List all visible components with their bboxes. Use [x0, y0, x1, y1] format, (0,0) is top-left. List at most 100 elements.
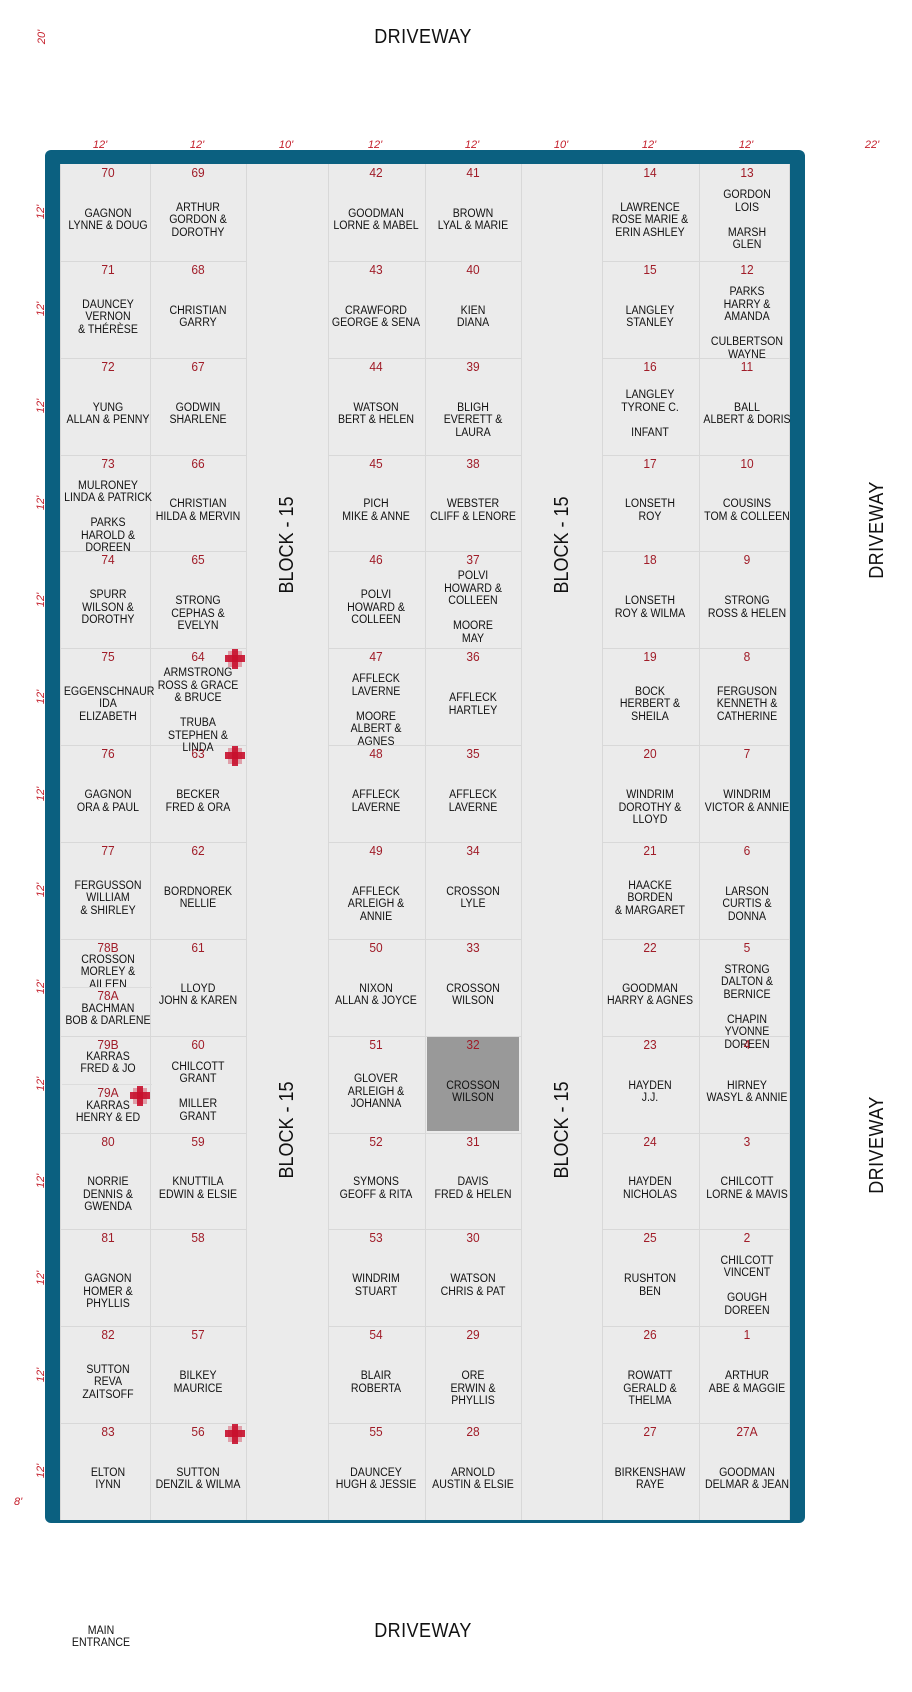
- plot-occupant-names[interactable]: WINDRIM DOROTHY & LLOYD: [618, 789, 682, 827]
- plot-number[interactable]: 44: [369, 358, 383, 374]
- plot-occupant-names[interactable]: WINDRIM VICTOR & ANNIE: [704, 789, 790, 814]
- plot-number[interactable]: 2: [743, 1230, 751, 1246]
- plot-number[interactable]: 61: [191, 939, 205, 955]
- plot-occupant-names[interactable]: BROWN LYAL & MARIE: [437, 207, 509, 233]
- plot-occupant-names[interactable]: EGGENSCHNAUR IDA ELIZABETH: [63, 685, 155, 723]
- plot-occupant-names[interactable]: BLAIR ROBERTA: [350, 1370, 402, 1395]
- plot-occupant-names[interactable]: CROSSON WILSON: [446, 1079, 500, 1105]
- plot-number[interactable]: 72: [101, 358, 115, 374]
- plot-occupant-names[interactable]: PICH MIKE & ANNE: [342, 498, 410, 523]
- plot-number[interactable]: 75: [101, 649, 115, 665]
- plot-number[interactable]: 13: [740, 165, 754, 180]
- plot-occupant-names[interactable]: BLIGH EVERETT & LAURA: [443, 401, 503, 439]
- plot-occupant-names[interactable]: NORRIE DENNIS & GWENDA: [83, 1176, 133, 1214]
- plot-occupant-names[interactable]: ARTHUR ABE & MAGGIE: [708, 1370, 786, 1395]
- plot-occupant-names[interactable]: SUTTON DENZIL & WILMA: [155, 1466, 241, 1492]
- plot-number[interactable]: 55: [369, 1424, 383, 1440]
- plot-number[interactable]: 19: [643, 649, 657, 665]
- plot-occupant-names[interactable]: AFFLECK LAVERNE: [448, 789, 498, 814]
- plot-number[interactable]: 69: [191, 165, 205, 180]
- plot-occupant-names[interactable]: STRONG DALTON & BERNICE CHAPIN YVONNE DO…: [721, 963, 773, 1051]
- plot-occupant-names[interactable]: BALL ALBERT & DORIS: [703, 401, 791, 427]
- plot-number[interactable]: 35: [466, 746, 480, 762]
- plot-occupant-names[interactable]: CHILCOTT GRANT MILLER GRANT: [171, 1060, 225, 1123]
- plot-number[interactable]: 37: [466, 552, 480, 568]
- plot-number[interactable]: 4: [743, 1036, 751, 1052]
- plot-occupant-names[interactable]: ARNOLD AUSTIN & ELSIE: [432, 1466, 514, 1492]
- plot-occupant-names[interactable]: AFFLECK LAVERNE: [351, 789, 401, 814]
- plot-occupant-names[interactable]: NIXON ALLAN & JOYCE: [335, 982, 417, 1008]
- plot-occupant-names[interactable]: DAVIS FRED & HELEN: [434, 1176, 512, 1201]
- plot-occupant-names[interactable]: WATSON BERT & HELEN: [337, 401, 415, 427]
- plot-number[interactable]: 65: [191, 552, 205, 568]
- plot-occupant-names[interactable]: GLOVER ARLEIGH & JOHANNA: [347, 1073, 405, 1111]
- plot-occupant-names[interactable]: GAGNON HOMER & PHYLLIS: [83, 1273, 133, 1311]
- plot-number[interactable]: 38: [466, 455, 480, 471]
- plot-number[interactable]: 58: [191, 1230, 205, 1246]
- plot-occupant-names[interactable]: LANGLEY STANLEY: [625, 304, 675, 330]
- plot-number[interactable]: 79A: [97, 1084, 119, 1100]
- plot-number[interactable]: 31: [466, 1133, 480, 1149]
- plot-number[interactable]: 62: [191, 842, 205, 858]
- plot-number[interactable]: 80: [101, 1133, 115, 1149]
- plot-number[interactable]: 26: [643, 1327, 657, 1343]
- plot-number[interactable]: 53: [369, 1230, 383, 1246]
- plot-number[interactable]: 63: [191, 746, 205, 762]
- plot-number[interactable]: 56: [191, 1424, 205, 1440]
- plot-number[interactable]: 67: [191, 358, 205, 374]
- plot-occupant-names[interactable]: LANGLEY TYRONE C. INFANT: [621, 389, 679, 439]
- plot-occupant-names[interactable]: SPURR WILSON & DOROTHY: [81, 589, 135, 627]
- plot-number[interactable]: 60: [191, 1036, 205, 1052]
- plot-occupant-names[interactable]: GAGNON LYNNE & DOUG: [68, 207, 148, 233]
- plot-occupant-names[interactable]: SUTTON REVA ZAITSOFF: [82, 1363, 134, 1401]
- plot-occupant-names[interactable]: LONSETH ROY: [625, 498, 675, 523]
- plot-number[interactable]: 83: [101, 1424, 115, 1440]
- plot-occupant-names[interactable]: YUNG ALLAN & PENNY: [66, 401, 150, 427]
- plot-occupant-names[interactable]: BOCK HERBERT & SHEILA: [619, 685, 681, 723]
- plot-number[interactable]: 68: [191, 261, 205, 277]
- plot-occupant-names[interactable]: CRAWFORD GEORGE & SENA: [331, 304, 421, 330]
- plot-number[interactable]: 36: [466, 649, 480, 665]
- plot-occupant-names[interactable]: LARSON CURTIS & DONNA: [722, 885, 772, 923]
- plot-occupant-names[interactable]: KIEN DIANA: [456, 304, 490, 330]
- plot-number[interactable]: 49: [369, 842, 383, 858]
- plot-occupant-names[interactable]: LONSETH ROY & WILMA: [614, 595, 686, 620]
- plot-number[interactable]: 22: [643, 939, 657, 955]
- plot-occupant-names[interactable]: ORE ERWIN & PHYLLIS: [450, 1370, 496, 1408]
- plot-occupant-names[interactable]: FERGUSON KENNETH & CATHERINE: [716, 685, 778, 723]
- plot-number[interactable]: 27: [643, 1424, 657, 1440]
- plot-number[interactable]: 21: [643, 842, 657, 858]
- plot-occupant-names[interactable]: ELTON IYNN: [90, 1466, 126, 1492]
- plot-occupant-names[interactable]: LLOYD JOHN & KAREN: [158, 982, 238, 1008]
- plot-number[interactable]: 14: [643, 165, 657, 180]
- plot-occupant-names[interactable]: SYMONS GEOFF & RITA: [339, 1176, 413, 1201]
- plot-number[interactable]: 78A: [97, 987, 119, 1003]
- plot-number[interactable]: 18: [643, 552, 657, 568]
- plot-occupant-names[interactable]: STRONG ROSS & HELEN: [707, 595, 787, 620]
- plot-number[interactable]: 25: [643, 1230, 657, 1246]
- plot-occupant-names[interactable]: HAYDEN NICHOLAS: [622, 1176, 678, 1201]
- plot-occupant-names[interactable]: WEBSTER CLIFF & LENORE: [430, 498, 516, 523]
- plot-number[interactable]: 82: [101, 1327, 115, 1343]
- plot-occupant-names[interactable]: AFFLECK ARLEIGH & ANNIE: [347, 885, 405, 923]
- plot-number[interactable]: 42: [369, 165, 383, 180]
- plot-occupant-names[interactable]: ARTHUR GORDON & DOROTHY: [169, 201, 227, 239]
- plot-number[interactable]: 16: [643, 358, 657, 374]
- plot-number[interactable]: 43: [369, 261, 383, 277]
- plot-number[interactable]: 5: [743, 939, 751, 955]
- plot-number[interactable]: 23: [643, 1036, 657, 1052]
- plot-occupant-names[interactable]: WATSON CHRIS & PAT: [440, 1273, 506, 1298]
- plot-occupant-names[interactable]: POLVI HOWARD & COLLEEN MOORE MAY: [444, 570, 502, 645]
- plot-number[interactable]: 40: [466, 261, 480, 277]
- plot-number[interactable]: 24: [643, 1133, 657, 1149]
- plot-number[interactable]: 3: [743, 1133, 751, 1149]
- plot-occupant-names[interactable]: CHILCOTT LORNE & MAVIS: [706, 1176, 788, 1201]
- plot-number[interactable]: 51: [369, 1036, 383, 1052]
- plot-occupant-names[interactable]: KARRAS HENRY & ED: [75, 1099, 141, 1125]
- plot-number[interactable]: 33: [466, 939, 480, 955]
- plot-number[interactable]: 70: [101, 165, 115, 180]
- plot-occupant-names[interactable]: CROSSON LYLE: [446, 885, 500, 911]
- plot-occupant-names[interactable]: FERGUSSON WILLIAM & SHIRLEY: [74, 879, 142, 917]
- plot-occupant-names[interactable]: DAUNCEY HUGH & JESSIE: [335, 1466, 417, 1492]
- plot-occupant-names[interactable]: PARKS HARRY & AMANDA CULBERTSON WAYNE: [710, 286, 784, 361]
